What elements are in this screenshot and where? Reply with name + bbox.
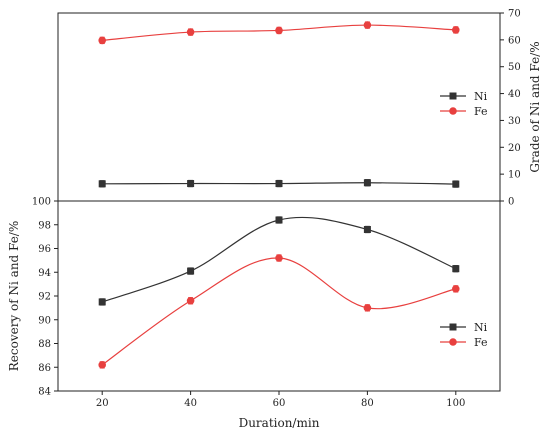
bottom-ni-point [275,216,283,224]
top-ni-point [363,179,371,187]
bottom-ni-point [363,226,371,233]
bottom-x-axis: 20 40 60 80 100 [96,391,465,409]
top-fe-point [98,36,106,45]
bottom-legend-fe-marker [449,338,457,346]
top-series-layer [98,21,460,188]
x-tick-label: 20 [96,398,109,409]
bottom-fe-point [186,296,195,305]
bottom-fe-point [452,285,460,293]
bottom-y-tick-label: 90 [38,315,51,326]
top-ni-point [98,180,106,188]
bottom-series-layer [98,216,460,369]
bottom-y-tick-label: 98 [38,220,51,231]
top-ni-point [187,180,195,188]
top-legend-fe-marker [449,107,457,115]
bottom-ni-point [452,265,460,273]
x-axis-title: Duration/min [239,416,320,430]
top-legend-ni-label: Ni [474,90,488,103]
bottom-fe-point [363,304,372,312]
bottom-y-tick-label: 100 [32,197,51,208]
top-y-tick-label: 40 [508,89,521,100]
top-plot-frame [57,12,501,202]
bottom-y-tick-label: 84 [38,387,51,398]
bottom-fe-point [275,254,283,262]
top-legend: Ni Fe [440,90,488,118]
bottom-legend-fe-label: Fe [474,336,488,349]
bottom-y-tick-label: 86 [38,363,51,374]
top-y-tick-label: 0 [508,197,514,208]
bottom-legend-ni-label: Ni [474,321,488,334]
x-tick-label: 80 [361,398,374,409]
top-ni-point [452,180,460,188]
top-y-tick-label: 50 [508,62,521,73]
bottom-fe-line [101,257,456,366]
top-fe-point [275,26,283,35]
x-tick-label: 100 [446,398,465,409]
top-y-tick-label: 10 [508,170,521,181]
top-y-tick-label: 30 [508,116,521,127]
bottom-legend: Ni Fe [440,321,488,349]
top-legend-fe-label: Fe [474,105,488,118]
top-y-tick-label: 20 [508,143,521,154]
top-y-tick-label: 60 [508,35,521,46]
x-tick-label: 40 [184,398,197,409]
top-ni-point [275,180,283,188]
x-tick-label: 60 [273,398,286,409]
bottom-left-y-axis: 84 86 88 90 92 94 96 98 100 [32,197,58,398]
bottom-y-tick-label: 96 [38,244,51,255]
bottom-y-tick-label: 88 [38,339,51,350]
top-fe-point [186,28,195,36]
top-legend-ni-marker [449,92,457,100]
top-right-y-axis: 0 10 20 30 40 50 60 70 [500,9,521,208]
bottom-legend-ni-marker [449,323,457,331]
bottom-ni-point [98,298,106,306]
bottom-fe-point [98,361,106,369]
bottom-y-tick-label: 92 [38,292,51,303]
top-fe-point [363,21,372,29]
top-fe-point [452,26,460,34]
top-y-tick-label: 70 [508,9,521,20]
bottom-ni-point [187,267,195,275]
top-y-axis-title: Grade of Ni and Fe/% [528,41,542,172]
bottom-y-tick-label: 94 [38,268,51,279]
bottom-y-axis-title: Recovery of Ni and Fe/% [7,221,21,372]
